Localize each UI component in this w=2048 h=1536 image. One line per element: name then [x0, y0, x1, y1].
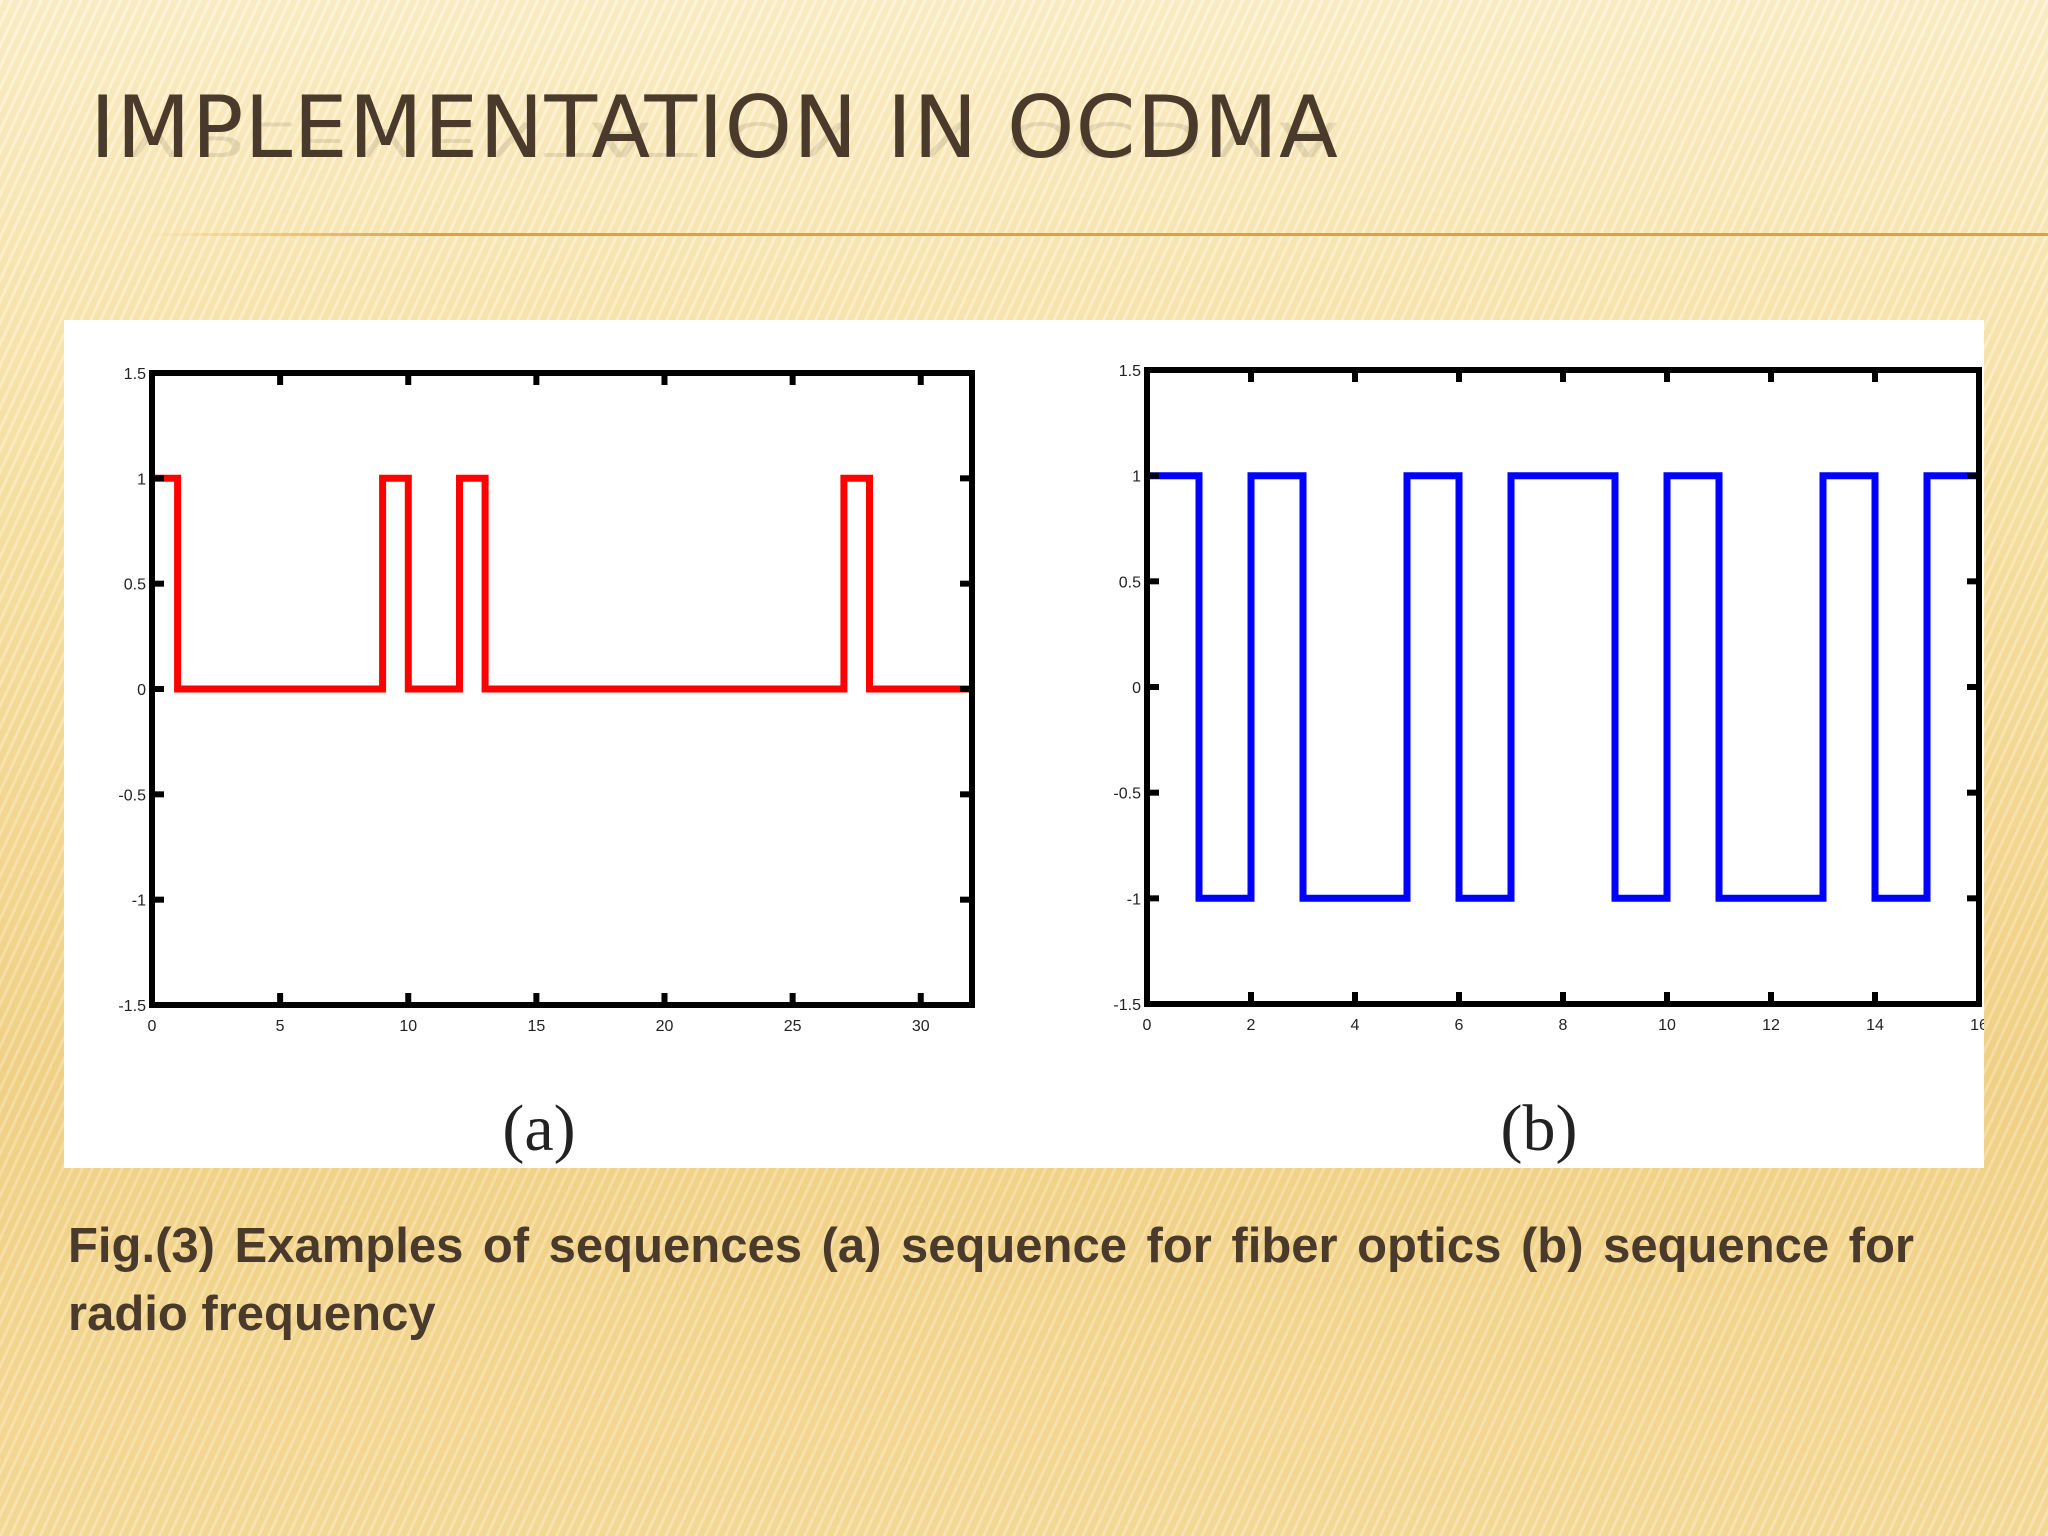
chart-b-ytick-label: 1: [1132, 469, 1141, 486]
chart-b-ytick-label: -0.5: [1113, 786, 1141, 803]
figure-svg: 0 5 10 15 20 25 30-1.5-1-0.500.511.5(a)0 2 4 6 8 10…: [118, 363, 1984, 1165]
chart-b-ytick-label: 0.5: [1119, 574, 1141, 591]
chart-b-axes-frame: [1144, 367, 1982, 1007]
chart-b-xtick-label: 8: [1559, 1017, 1568, 1034]
chart-a-xtick-label: 5: [276, 1018, 285, 1035]
figure-panel: 0 5 10 15 20 25 30 -1.5 -1 -0.5 0 0.5 1 1.5 (a) 0 2 4 6 8 10…: [64, 320, 1984, 1168]
chart-a-ytick-label: 0.5: [124, 577, 146, 594]
chart-a-xtick-label: 0: [148, 1018, 157, 1035]
chart-b-panel-label: (b): [1501, 1092, 1578, 1165]
chart-a-panel-label: (a): [502, 1092, 575, 1165]
chart-b-ytick-label: 1.5: [1119, 363, 1141, 380]
chart-a-xtick-label: 20: [656, 1018, 674, 1035]
chart-a-ytick-label: 1: [137, 471, 146, 488]
chart-a-ytick-label: 1.5: [124, 366, 146, 383]
chart-b-ytick-label: -1.5: [1113, 997, 1141, 1014]
chart-b-xtick-label: 12: [1762, 1017, 1780, 1034]
chart-b-xtick-label: 0: [1143, 1017, 1152, 1034]
chart-b-xtick-label: 2: [1247, 1017, 1256, 1034]
title-divider: [150, 233, 2048, 236]
chart-b-xtick-label: 10: [1658, 1017, 1676, 1034]
chart-a-series-line: [152, 474, 972, 693]
chart-a-xtick-label: 30: [912, 1018, 930, 1035]
chart-a-ytick-label: -1.5: [118, 998, 146, 1015]
chart-a-xtick-label: 25: [784, 1018, 802, 1035]
chart-a-ytick-label: -0.5: [118, 787, 146, 804]
chart-a-ytick-label: -1: [132, 893, 146, 910]
chart-a-xtick-label: 10: [399, 1018, 417, 1035]
figure-caption: Fig.(3) Examples of sequences (a) sequen…: [68, 1219, 1914, 1341]
chart-b-series-line: [1147, 472, 1979, 902]
chart-b-ytick-label: -1: [1127, 891, 1141, 908]
slide-title: IMPLEMENTATION IN OCDMA: [90, 78, 1339, 178]
chart-a-ytick-label: 0: [137, 682, 146, 699]
chart-b-xtick-label: 14: [1866, 1017, 1884, 1034]
chart-b-xtick-label: 4: [1351, 1017, 1360, 1034]
slide-title-reflection: IMPLEMENTATION IN OCDMA: [90, 111, 1339, 166]
chart-b-xtick-label: 16: [1970, 1017, 1984, 1034]
chart-b-xtick-label: 6: [1455, 1017, 1464, 1034]
chart-a-xtick-label: 15: [527, 1018, 545, 1035]
chart-b-ytick-label: 0: [1132, 680, 1141, 697]
